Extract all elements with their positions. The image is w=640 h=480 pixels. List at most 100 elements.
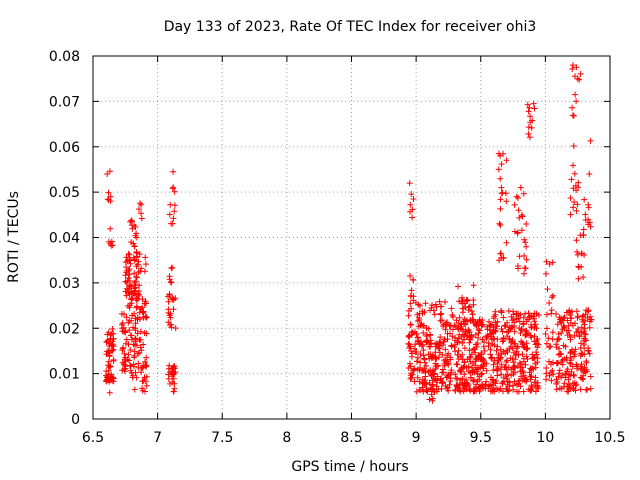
- data-point: [413, 330, 420, 337]
- data-point: [573, 237, 580, 244]
- data-point: [109, 341, 116, 348]
- data-point: [528, 321, 535, 328]
- data-point: [426, 332, 433, 339]
- data-point: [438, 385, 445, 392]
- data-point: [498, 371, 505, 378]
- data-point: [475, 334, 481, 341]
- data-point: [588, 316, 595, 323]
- data-point: [543, 365, 550, 371]
- data-point: [122, 272, 129, 279]
- data-point: [168, 220, 175, 227]
- data-point: [490, 384, 497, 391]
- data-point: [450, 326, 456, 333]
- data-point: [520, 320, 527, 327]
- data-point: [556, 367, 563, 374]
- data-point: [107, 193, 114, 200]
- data-point: [567, 211, 574, 218]
- data-point: [128, 336, 135, 343]
- data-point: [169, 264, 176, 271]
- data-point: [169, 295, 176, 302]
- data-point: [454, 361, 461, 368]
- data-point: [140, 309, 147, 316]
- data-point: [549, 259, 556, 266]
- data-point: [492, 380, 499, 387]
- y-tick-label: 0.07: [49, 94, 80, 110]
- data-point: [560, 323, 567, 330]
- data-point: [461, 332, 468, 339]
- data-point: [425, 325, 432, 332]
- data-point: [472, 358, 479, 365]
- data-point: [503, 239, 510, 246]
- data-point: [511, 228, 518, 235]
- data-point: [514, 263, 521, 269]
- data-point: [430, 367, 437, 374]
- grid-lines: [93, 56, 610, 419]
- data-point: [456, 331, 463, 338]
- data-point: [442, 299, 448, 305]
- data-point: [472, 349, 479, 356]
- data-point: [474, 340, 481, 347]
- data-point: [129, 295, 136, 302]
- data-point: [570, 204, 577, 211]
- data-point: [488, 374, 494, 381]
- data-point: [118, 310, 125, 317]
- data-point: [569, 346, 575, 353]
- data-point: [513, 193, 520, 200]
- data-point: [503, 157, 510, 164]
- data-point: [484, 326, 491, 333]
- data-point: [124, 286, 131, 293]
- data-point: [143, 300, 149, 307]
- data-point: [469, 311, 476, 318]
- data-point: [483, 367, 490, 374]
- data-point: [518, 212, 525, 219]
- data-point: [470, 388, 477, 395]
- data-point: [569, 112, 576, 119]
- data-point: [463, 376, 470, 383]
- data-point: [568, 315, 575, 322]
- data-point: [137, 336, 144, 343]
- data-point: [510, 364, 517, 371]
- data-point: [131, 386, 138, 393]
- data-point: [119, 359, 126, 366]
- data-point: [548, 361, 554, 368]
- data-point: [127, 367, 134, 374]
- data-point: [437, 334, 444, 341]
- data-point: [442, 346, 449, 353]
- data-point: [503, 329, 510, 336]
- data-point: [501, 364, 508, 370]
- data-point: [579, 375, 586, 382]
- data-point: [471, 377, 478, 384]
- data-point: [452, 371, 459, 378]
- data-point: [108, 347, 115, 354]
- data-point: [582, 317, 588, 324]
- data-point: [418, 343, 425, 349]
- data-point: [138, 201, 145, 208]
- data-point: [409, 371, 416, 378]
- data-point: [525, 124, 532, 131]
- data-point: [463, 383, 470, 389]
- data-point: [479, 336, 486, 343]
- data-point: [417, 364, 424, 371]
- data-point: [123, 336, 130, 343]
- data-point: [528, 366, 535, 373]
- data-point: [478, 371, 485, 378]
- data-point: [574, 251, 581, 258]
- data-point: [407, 300, 414, 307]
- data-point: [413, 388, 420, 395]
- data-point: [143, 354, 150, 361]
- data-point: [442, 326, 449, 333]
- data-point: [411, 345, 418, 352]
- data-point: [454, 375, 461, 382]
- data-point: [581, 196, 588, 203]
- data-point: [525, 130, 532, 137]
- data-point: [516, 359, 523, 366]
- data-point: [417, 351, 424, 357]
- data-point: [498, 325, 505, 332]
- data-point: [516, 318, 523, 325]
- data-point: [573, 207, 580, 214]
- x-tick-label: 9.5: [470, 430, 492, 446]
- data-point: [134, 350, 141, 357]
- data-point: [553, 341, 560, 348]
- data-point: [437, 340, 444, 347]
